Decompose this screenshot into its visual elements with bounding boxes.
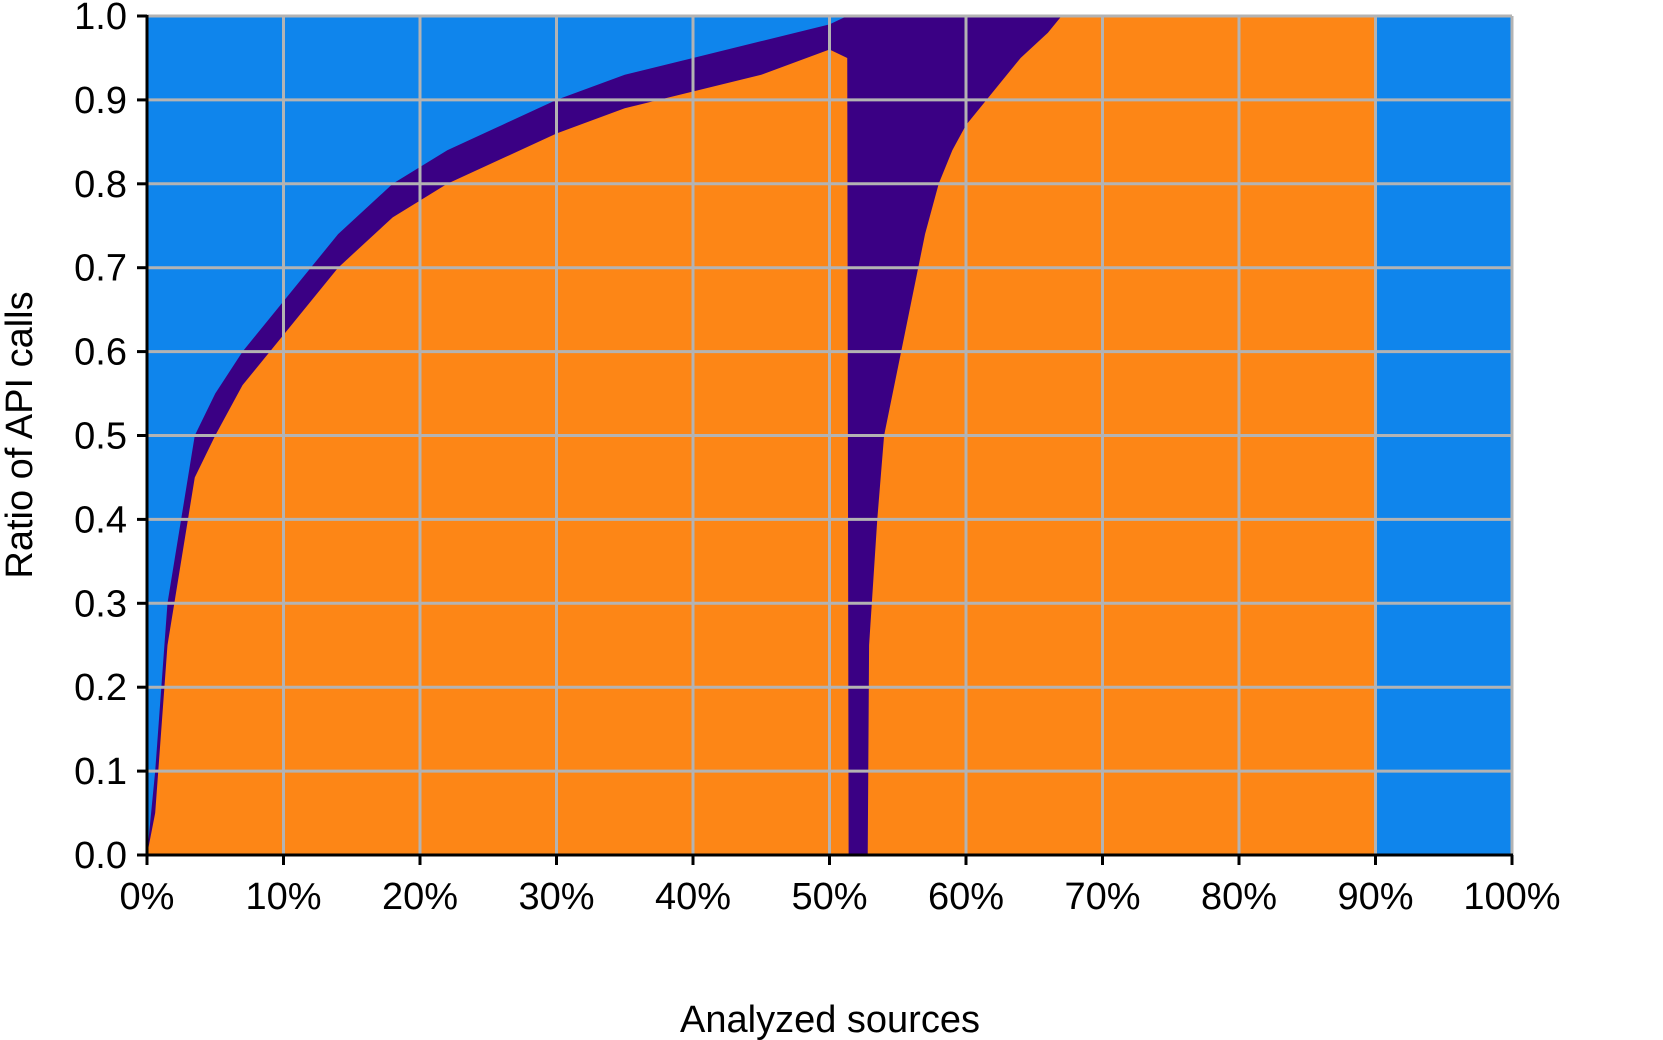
y-tick-label: 0.8 bbox=[74, 164, 127, 206]
y-tick-label: 0.7 bbox=[74, 248, 127, 290]
y-tick-label: 0.1 bbox=[74, 751, 127, 793]
y-tick-label: 0.2 bbox=[74, 667, 127, 709]
y-tick-label: 1.0 bbox=[74, 0, 127, 38]
x-tick-label: 40% bbox=[655, 876, 731, 918]
x-tick-label: 80% bbox=[1201, 876, 1277, 918]
chart-grid bbox=[145, 14, 1514, 857]
x-axis-title: Analyzed sources bbox=[680, 999, 980, 1040]
x-tick-label: 60% bbox=[928, 876, 1004, 918]
x-tick-label: 30% bbox=[518, 876, 594, 918]
x-tick-label: 20% bbox=[382, 876, 458, 918]
x-tick-label: 90% bbox=[1337, 876, 1413, 918]
y-tick-label: 0.0 bbox=[74, 835, 127, 877]
y-axis-title: Ratio of API calls bbox=[0, 291, 41, 578]
x-tick-label: 100% bbox=[1463, 876, 1560, 918]
x-tick-label: 50% bbox=[791, 876, 867, 918]
y-tick-label: 0.6 bbox=[74, 332, 127, 374]
y-tick-label: 0.5 bbox=[74, 416, 127, 458]
x-tick-label: 70% bbox=[1064, 876, 1140, 918]
x-axis-ticks: 0% 10% 20% 30% 40% 50% 60% 70% 80% 90% 100% bbox=[120, 855, 1561, 918]
y-axis-ticks: 0.0 0.1 0.2 0.3 0.4 0.5 0.6 0.7 0.8 0.9 1.0 bbox=[74, 0, 147, 877]
y-tick-label: 0.4 bbox=[74, 499, 127, 541]
y-tick-label: 0.9 bbox=[74, 80, 127, 122]
x-tick-label: 10% bbox=[245, 876, 321, 918]
y-tick-label: 0.3 bbox=[74, 583, 127, 625]
x-tick-label: 0% bbox=[120, 876, 175, 918]
